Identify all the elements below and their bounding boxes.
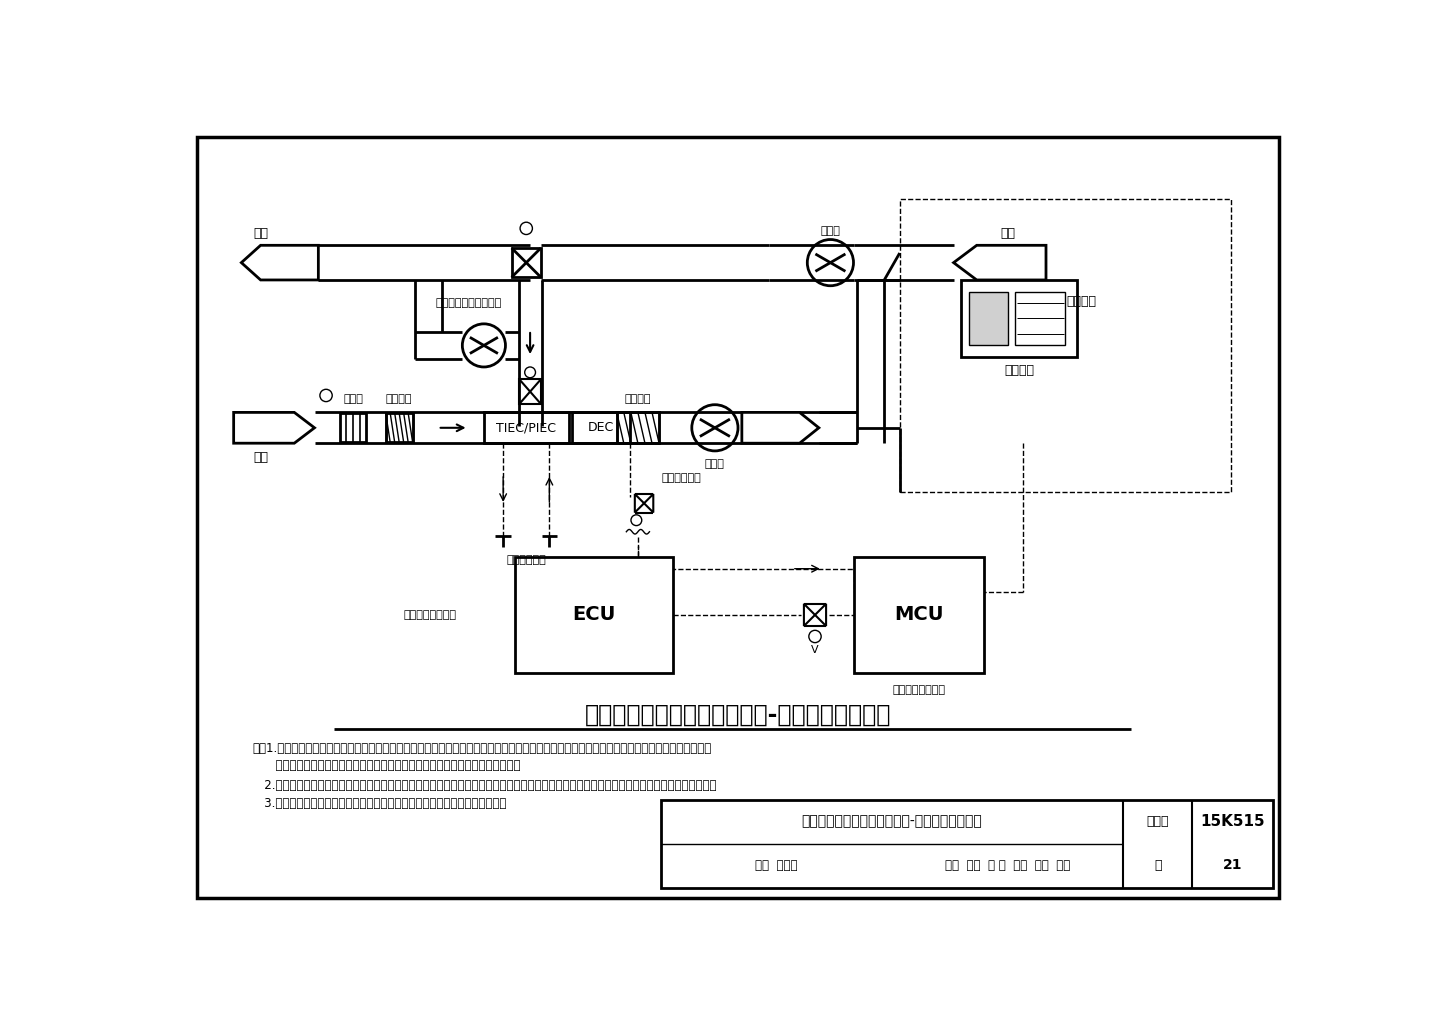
- Bar: [520, 379, 541, 403]
- Bar: [340, 413, 366, 442]
- Polygon shape: [233, 413, 314, 443]
- Text: 校对  汪超  以 起  设计  黄翔  李矩: 校对 汪超 以 起 设计 黄翔 李矩: [945, 859, 1070, 871]
- Text: DEC: DEC: [588, 421, 615, 434]
- Text: 21: 21: [1223, 858, 1243, 872]
- Polygon shape: [635, 494, 644, 512]
- Text: 蒸发冷却与机械制冷联合空气-水空调系统流程图: 蒸发冷却与机械制冷联合空气-水空调系统流程图: [585, 703, 891, 727]
- Text: 间接蒸发冷却二次风机: 间接蒸发冷却二次风机: [435, 298, 501, 308]
- Bar: [511, 248, 541, 278]
- Bar: [962, 280, 1077, 357]
- Text: 15K515: 15K515: [1200, 814, 1264, 828]
- Bar: [900, 199, 1231, 492]
- Text: 间接蒸发冷却: 间接蒸发冷却: [507, 555, 546, 565]
- Text: 蒸发冷却冷水机组: 蒸发冷却冷水机组: [403, 610, 456, 620]
- Bar: [514, 557, 672, 673]
- Polygon shape: [242, 246, 318, 280]
- Text: 空调房间: 空调房间: [1067, 295, 1097, 308]
- Bar: [969, 292, 1008, 345]
- Text: 过滤器: 过滤器: [343, 393, 363, 403]
- Text: 2.图中空调房间显热末端为干式风机盘管，也可选择其他显热末端，如辐射末端等形式；如单独运行机械制冷系统，干式风机盘管应加装集水盘。: 2.图中空调房间显热末端为干式风机盘管，也可选择其他显热末端，如辐射末端等形式；…: [253, 779, 717, 792]
- Text: 排风: 排风: [253, 227, 268, 241]
- Polygon shape: [742, 413, 819, 443]
- Text: 送风机: 送风机: [706, 459, 724, 469]
- Text: V: V: [811, 644, 819, 654]
- Text: 审核  骆海川: 审核 骆海川: [755, 859, 798, 871]
- Polygon shape: [644, 494, 654, 512]
- Text: 冷热盘管: 冷热盘管: [625, 393, 651, 403]
- Text: 风机盘管: 风机盘管: [1004, 365, 1034, 377]
- Text: 机械制冷冷水机组: 机械制冷冷水机组: [893, 685, 946, 694]
- Bar: [1015, 292, 1066, 345]
- Text: 回风机: 回风机: [821, 226, 841, 237]
- Text: 注：1.根据使用条件优先单独运行蒸发冷却系统；蒸发冷却系统不能满足运行要求时单独运行机械制冷系统；在蒸发冷却系统不能满足运行要求时，: 注：1.根据使用条件优先单独运行蒸发冷却系统；蒸发冷却系统不能满足运行要求时单独…: [253, 742, 713, 755]
- Bar: [616, 413, 660, 443]
- Polygon shape: [953, 246, 1045, 280]
- Bar: [661, 800, 1273, 888]
- Bar: [386, 413, 413, 442]
- Polygon shape: [815, 604, 827, 626]
- Text: 也可适用与机械制冷冷冻水进行一定比例混合，以满足末端高温冷水供冷需求。: 也可适用与机械制冷冷冻水进行一定比例混合，以满足末端高温冷水供冷需求。: [253, 759, 520, 772]
- Text: TIEC/PIEC: TIEC/PIEC: [497, 421, 556, 434]
- Text: 3.间接蒸发冷却二次空气可采用室外新风、冷却后一次空气或回风三种形式。: 3.间接蒸发冷却二次空气可采用室外新风、冷却后一次空气或回风三种形式。: [253, 798, 507, 810]
- Text: ECU: ECU: [572, 605, 615, 625]
- Text: 图集号: 图集号: [1146, 815, 1169, 827]
- Polygon shape: [804, 604, 815, 626]
- Text: 蒸发冷却与机械制冷联合空气-水空调系统流程图: 蒸发冷却与机械制冷联合空气-水空调系统流程图: [802, 814, 982, 828]
- Text: 新风: 新风: [253, 451, 268, 464]
- Bar: [573, 413, 631, 443]
- Text: 回风: 回风: [999, 227, 1015, 241]
- Text: 直接蒸发冷却: 直接蒸发冷却: [661, 473, 701, 483]
- Text: 页: 页: [1153, 859, 1162, 871]
- Bar: [854, 557, 985, 673]
- Bar: [484, 413, 569, 443]
- Text: 预热盘管: 预热盘管: [386, 393, 412, 403]
- Text: MCU: MCU: [894, 605, 943, 625]
